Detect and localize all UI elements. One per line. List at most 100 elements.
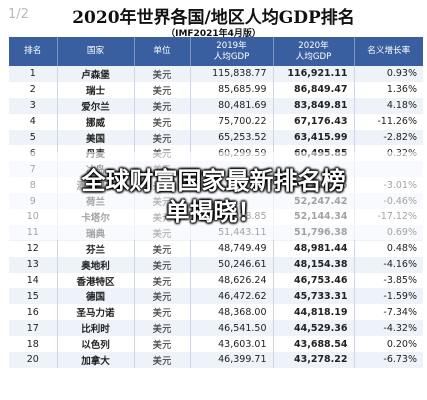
cell-growth: 0.93%: [354, 66, 423, 82]
header-gdp-2019: 2019年 人均GDP: [190, 37, 274, 66]
cell-gdp-2019: 48,749.49: [190, 240, 274, 257]
header-rank: 排名: [9, 37, 58, 66]
cell-rank: 20: [9, 352, 58, 368]
cell-gdp-2020: 43,688.54: [273, 336, 355, 353]
cell-growth: 0.20%: [354, 336, 423, 353]
cell-gdp-2019: 48,368.00: [190, 304, 274, 321]
cell-unit: 美元: [134, 113, 191, 130]
cell-rank: 4: [9, 113, 58, 130]
cell-country: 比利时: [57, 320, 135, 337]
cell-rank: 13: [9, 256, 58, 273]
cell-growth: -2.82%: [354, 129, 423, 146]
table-row: 2 瑞士 美元 85,685.99 86,849.47 1.36%: [9, 81, 423, 98]
table-row: 15 德国 美元 46,472.62 45,733.31 -1.59%: [9, 288, 423, 305]
table-row: 14 香港特区 美元 48,626.24 46,753.46 -3.85%: [9, 272, 423, 289]
cell-gdp-2019: 75,700.22: [190, 113, 274, 130]
headline-overlay-band: [0, 152, 427, 240]
cell-unit: 美元: [134, 352, 191, 368]
cell-gdp-2019: 115,838.77: [190, 66, 274, 82]
cell-gdp-2020: 67,176.43: [273, 113, 355, 130]
page-title: 2020年世界各国/地区人均GDP排名: [72, 8, 355, 28]
cell-rank: 2: [9, 81, 58, 98]
cell-country: 瑞士: [57, 81, 135, 98]
cell-unit: 美元: [134, 272, 191, 289]
cell-gdp-2020: 45,733.31: [273, 288, 355, 305]
table-row: 13 奥地利 美元 50,246.61 48,154.38 -4.16%: [9, 256, 423, 273]
cell-gdp-2020: 43,278.22: [273, 352, 355, 368]
header-gdp-2019-year: 2019年: [216, 40, 247, 51]
cell-country: 德国: [57, 288, 135, 305]
cell-country: 卢森堡: [57, 66, 135, 82]
cell-gdp-2020: 48,981.44: [273, 240, 355, 257]
cell-unit: 美元: [134, 304, 191, 321]
header-gdp-2020: 2020年 人均GDP: [273, 37, 355, 66]
cell-rank: 18: [9, 336, 58, 353]
cell-growth: -6.73%: [354, 352, 423, 368]
cell-gdp-2020: 63,415.99: [273, 129, 355, 146]
cell-unit: 美元: [134, 81, 191, 98]
headline-overlay: 全球财富国家最新排名榜 单揭晓！: [0, 166, 427, 228]
headline-line-2: 单揭晓！: [165, 198, 262, 226]
cell-rank: 12: [9, 240, 58, 257]
cell-gdp-2019: 46,472.62: [190, 288, 274, 305]
cell-gdp-2019: 43,603.01: [190, 336, 274, 353]
table-row: 3 爱尔兰 美元 80,481.69 83,849.81 4.18%: [9, 97, 423, 114]
table-row: 16 圣马力诺 美元 48,368.00 44,818.19 -7.34%: [9, 304, 423, 321]
cell-growth: -7.34%: [354, 304, 423, 321]
cell-growth: -3.85%: [354, 272, 423, 289]
cell-country: 挪威: [57, 113, 135, 130]
page-counter: 1/2: [8, 7, 29, 22]
cell-gdp-2020: 44,818.19: [273, 304, 355, 321]
cell-unit: 美元: [134, 336, 191, 353]
cell-country: 圣马力诺: [57, 304, 135, 321]
header-growth: 名义增长率: [354, 37, 423, 66]
cell-gdp-2019: 85,685.99: [190, 81, 274, 98]
cell-gdp-2019: 46,399.71: [190, 352, 274, 368]
table-row: 18 以色列 美元 43,603.01 43,688.54 0.20%: [9, 336, 423, 353]
header-gdp-2019-label: 人均GDP: [213, 51, 250, 62]
cell-country: 美国: [57, 129, 135, 146]
header-gdp-2020-year: 2020年: [298, 40, 329, 51]
cell-country: 爱尔兰: [57, 97, 135, 114]
cell-country: 加拿大: [57, 352, 135, 368]
cell-rank: 16: [9, 304, 58, 321]
cell-growth: 1.36%: [354, 81, 423, 98]
cell-growth: -4.16%: [354, 256, 423, 273]
cell-gdp-2019: 48,626.24: [190, 272, 274, 289]
cell-unit: 美元: [134, 256, 191, 273]
cell-gdp-2019: 50,246.61: [190, 256, 274, 273]
table-row: 12 芬兰 美元 48,749.49 48,981.44 0.48%: [9, 240, 423, 257]
cell-gdp-2019: 46,541.50: [190, 320, 274, 337]
cell-rank: 15: [9, 288, 58, 305]
cell-gdp-2020: 46,753.46: [273, 272, 355, 289]
table-row: 1 卢森堡 美元 115,838.77 116,921.11 0.93%: [9, 66, 423, 82]
cell-growth: -1.59%: [354, 288, 423, 305]
table-header-row: 排名 国家 单位 2019年 人均GDP 2020年 人均GDP 名义增长率: [9, 37, 423, 66]
cell-gdp-2020: 44,529.36: [273, 320, 355, 337]
cell-growth: -4.32%: [354, 320, 423, 337]
cell-rank: 1: [9, 66, 58, 82]
cell-country: 香港特区: [57, 272, 135, 289]
cell-country: 以色列: [57, 336, 135, 353]
cell-gdp-2020: 116,921.11: [273, 66, 355, 82]
cell-unit: 美元: [134, 66, 191, 82]
cell-rank: 3: [9, 97, 58, 114]
cell-gdp-2020: 86,849.47: [273, 81, 355, 98]
cell-gdp-2020: 83,849.81: [273, 97, 355, 114]
header-country: 国家: [57, 37, 135, 66]
cell-rank: 5: [9, 129, 58, 146]
header-gdp-2020-label: 人均GDP: [295, 51, 332, 62]
cell-unit: 美元: [134, 97, 191, 114]
cell-unit: 美元: [134, 240, 191, 257]
cell-unit: 美元: [134, 320, 191, 337]
cell-growth: -11.26%: [354, 113, 423, 130]
cell-gdp-2019: 65,253.52: [190, 129, 274, 146]
table-row: 5 美国 美元 65,253.52 63,415.99 -2.82%: [9, 129, 423, 146]
header-unit: 单位: [134, 37, 191, 66]
cell-unit: 美元: [134, 129, 191, 146]
table-row: 17 比利时 美元 46,541.50 44,529.36 -4.32%: [9, 320, 423, 337]
cell-country: 芬兰: [57, 240, 135, 257]
headline-line-1: 全球财富国家最新排名榜: [81, 167, 346, 195]
cell-country: 奥地利: [57, 256, 135, 273]
cell-gdp-2020: 48,154.38: [273, 256, 355, 273]
